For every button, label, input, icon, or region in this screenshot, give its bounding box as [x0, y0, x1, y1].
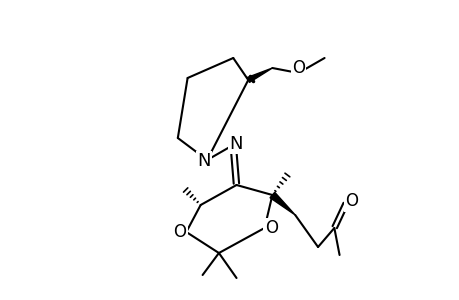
Text: N: N	[229, 134, 242, 152]
Text: N: N	[197, 152, 211, 170]
Polygon shape	[246, 68, 272, 83]
Text: O: O	[264, 219, 277, 237]
Text: O: O	[344, 193, 357, 211]
Text: O: O	[291, 58, 304, 76]
Text: O: O	[173, 223, 186, 241]
Polygon shape	[269, 192, 295, 215]
